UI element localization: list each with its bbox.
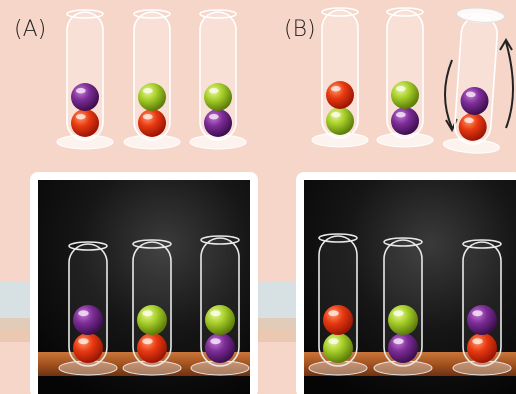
ball: [204, 83, 232, 111]
ball: [137, 305, 167, 335]
tube-group: [122, 239, 182, 376]
tube: [318, 235, 358, 367]
rotate-arrow: [505, 41, 514, 129]
ball-highlight: [75, 113, 86, 120]
ball-highlight: [210, 310, 221, 317]
tube-rim: [383, 237, 423, 247]
tube-rim: [386, 7, 424, 17]
ball: [138, 109, 166, 137]
tube-group: [376, 7, 434, 148]
tube-rim: [199, 9, 237, 19]
ball-highlight: [142, 87, 153, 94]
ball: [71, 83, 99, 111]
ball-highlight: [208, 87, 219, 94]
ball: [388, 333, 418, 363]
ball: [326, 107, 354, 135]
tube: [321, 9, 359, 139]
tube: [200, 237, 240, 367]
ball-highlight: [142, 338, 153, 345]
ball-highlight: [75, 87, 86, 94]
ball: [467, 305, 497, 335]
ball: [323, 333, 353, 363]
tube-rim: [462, 239, 502, 249]
ball-highlight: [395, 85, 406, 92]
ball: [205, 305, 235, 335]
tube-rim: [133, 9, 171, 19]
tube-group: [308, 233, 368, 376]
tube-group: [452, 239, 512, 376]
ball: [138, 83, 166, 111]
tube: [199, 11, 237, 141]
ball-highlight: [472, 310, 483, 317]
tube: [383, 239, 423, 367]
tube: [132, 241, 172, 367]
ball: [205, 333, 235, 363]
tube-group: [189, 9, 247, 150]
tube-group: [123, 9, 181, 150]
ball-highlight: [328, 310, 339, 317]
ball-highlight: [330, 111, 341, 118]
tube-group: [373, 237, 433, 376]
ball: [391, 81, 419, 109]
ball-highlight: [465, 91, 476, 98]
ball-highlight: [393, 310, 404, 317]
tube-lid: [456, 7, 505, 23]
tube-group: [58, 241, 118, 376]
ball: [137, 333, 167, 363]
tube-group: [56, 9, 114, 150]
tube: [386, 9, 424, 139]
ball: [204, 109, 232, 137]
ball: [326, 81, 354, 109]
tube: [133, 11, 171, 141]
ball-highlight: [142, 310, 153, 317]
tube-rim: [68, 241, 108, 251]
arrow-head: [499, 38, 513, 51]
ball: [73, 305, 103, 335]
ball-highlight: [78, 310, 89, 317]
panel-label: (A): [14, 17, 46, 42]
tube-rim: [66, 9, 104, 19]
ball-highlight: [464, 117, 474, 124]
tube-rim: [132, 239, 172, 249]
ball: [323, 305, 353, 335]
ball-highlight: [142, 113, 153, 120]
ball-highlight: [78, 338, 89, 345]
ball: [71, 109, 99, 137]
ball-highlight: [328, 338, 339, 345]
tube: [462, 241, 502, 367]
ball: [73, 333, 103, 363]
tube-group: [190, 235, 250, 376]
panel-label: (B): [284, 17, 316, 42]
tube-rim: [321, 7, 359, 17]
ball-highlight: [393, 338, 404, 345]
ball: [391, 107, 419, 135]
rotate-arrow: [444, 59, 453, 129]
ball: [467, 333, 497, 363]
ball-highlight: [330, 85, 341, 92]
tube-rim: [200, 235, 240, 245]
tube-rim: [318, 233, 358, 243]
tube-group: [311, 7, 369, 148]
tube: [66, 11, 104, 141]
ball-highlight: [210, 338, 221, 345]
ball: [388, 305, 418, 335]
ball-highlight: [208, 113, 219, 120]
ball-highlight: [395, 111, 406, 118]
tube-group: [442, 7, 505, 154]
ball-highlight: [472, 338, 483, 345]
